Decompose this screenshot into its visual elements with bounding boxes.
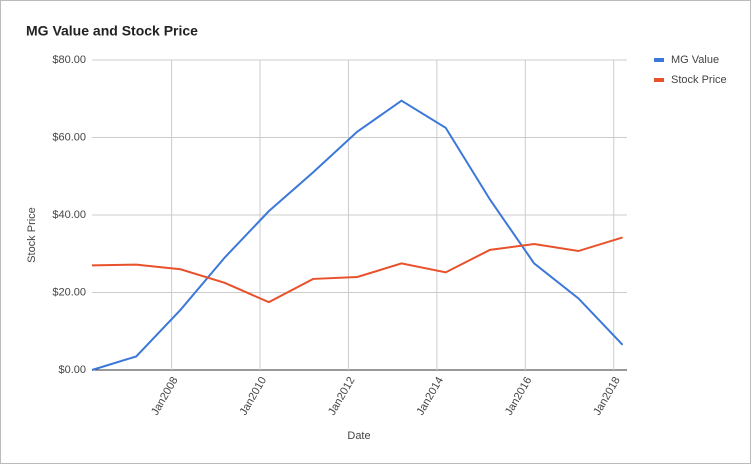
y-axis-label: Stock Price [26,207,38,263]
y-tick-label: $60.00 [52,131,86,143]
y-tick-label: $80.00 [52,54,86,66]
y-tick-label: $40.00 [52,209,86,221]
series-line [91,99,624,371]
series-line [91,236,623,304]
legend-label: MG Value [671,54,719,66]
x-axis-label: Date [347,430,370,442]
chart-title: MG Value and Stock Price [26,23,198,39]
legend-label: Stock Price [671,74,727,86]
y-tick-label: $0.00 [58,364,86,376]
y-tick-label: $20.00 [52,286,86,298]
